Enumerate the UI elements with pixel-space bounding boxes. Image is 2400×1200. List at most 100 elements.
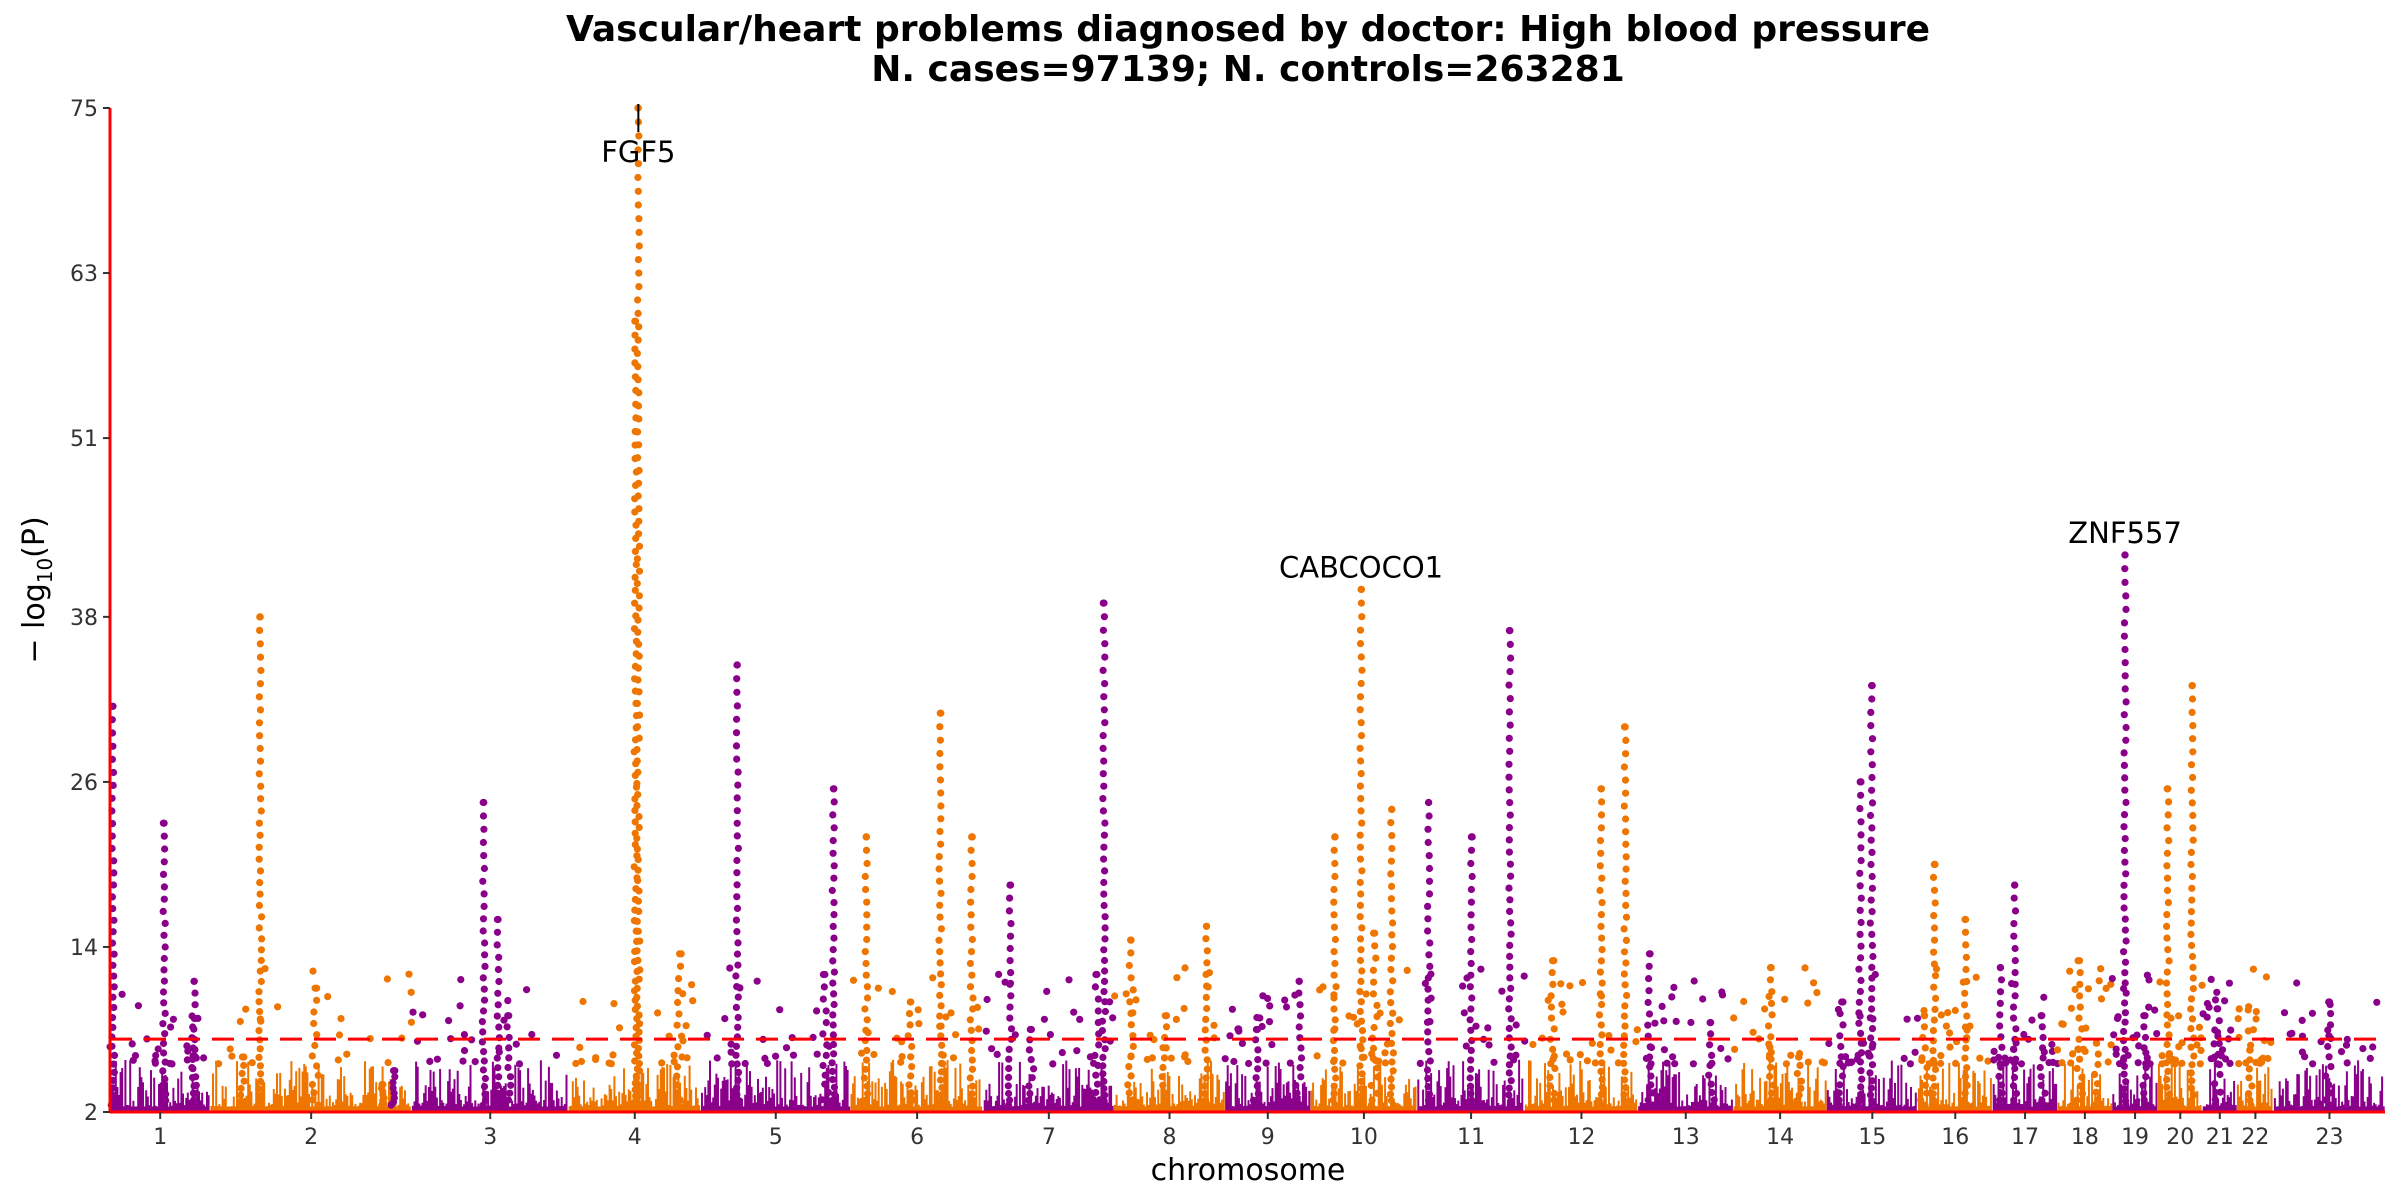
peak-snp-point (1644, 1096, 1652, 1104)
peak-snp-point (1596, 990, 1604, 998)
peak-snp-point (937, 815, 945, 823)
lead-snp-point (2038, 1012, 2046, 1020)
peak-snp-point (822, 1019, 830, 1027)
peak-snp-point (1095, 1041, 1103, 1049)
chart-subtitle: N. cases=97139; N. controls=263281 (871, 49, 1625, 90)
peak-snp-point (1424, 996, 1432, 1004)
peak-snp-point (673, 1021, 681, 1029)
lead-snp-point (1093, 970, 1101, 979)
peak-snp-point (1708, 1051, 1716, 1059)
peak-snp-point (2141, 1033, 2150, 1042)
snp-point (2210, 1040, 2218, 1048)
peak-snp-point (1767, 1033, 1775, 1041)
peak-snp-point (936, 913, 944, 921)
peak-snp-point (481, 1096, 490, 1104)
peak-snp-point (631, 573, 639, 582)
peak-snp-point (494, 1096, 502, 1104)
peak-snp-point (1867, 836, 1875, 844)
peak-snp-point (1930, 1082, 1939, 1090)
peak-snp-point (1099, 744, 1107, 753)
snp-point (688, 981, 696, 989)
x-axis-ticks: 1 2 3 4 5 6 7 8 9 10 11 12 13 14 15 16 17 18 19 20 21 22 23 (153, 1112, 2343, 1150)
peak-snp-point (1424, 825, 1432, 833)
snp-point (1262, 1059, 1270, 1067)
peak-snp-point (191, 989, 199, 997)
snp-point (383, 975, 391, 983)
peak-snp-point (2216, 1088, 2224, 1096)
snp-point (2225, 979, 2233, 987)
peak-snp-point (1866, 1052, 1874, 1060)
peak-snp-point (1468, 935, 1476, 944)
peak-snp-point (2163, 922, 2171, 931)
peak-snp-point (937, 1022, 945, 1030)
peak-snp-point (1856, 882, 1864, 890)
snp-point (1512, 1051, 1520, 1059)
peak-snp-point (733, 869, 741, 877)
peak-snp-point (1006, 894, 1014, 902)
peak-snp-point (1099, 807, 1107, 815)
snp-point (713, 1054, 721, 1062)
snp-point (2227, 1026, 2235, 1034)
peak-snp-point (631, 1057, 639, 1065)
peak-snp-point (634, 309, 642, 317)
peak-snp-point (1923, 1063, 1931, 1072)
peak-snp-point (1425, 1090, 1434, 1098)
lead-snp-point (391, 1067, 399, 1075)
peak-snp-point (2122, 698, 2130, 706)
peak-snp-point (2122, 605, 2130, 614)
peak-snp-point (2121, 979, 2129, 987)
snp-point (1559, 1008, 1567, 1016)
peak-snp-point (1007, 1025, 1016, 1033)
peak-snp-point (1506, 747, 1514, 755)
peak-snp-point (906, 1101, 914, 1109)
snp-point (993, 1050, 1001, 1058)
peak-snp-point (1425, 951, 1433, 959)
peak-snp-point (2325, 1081, 2333, 1089)
peak-snp-point (2165, 1050, 2173, 1058)
peak-snp-point (2122, 870, 2130, 878)
snp-point (169, 1015, 177, 1023)
peak-snp-point (1598, 946, 1606, 954)
peak-snp-point (2187, 761, 2196, 769)
peak-snp-point (1202, 1074, 1210, 1082)
peak-snp-point (1099, 732, 1107, 740)
lead-snp-point (936, 709, 944, 717)
peak-snp-point (494, 1081, 502, 1089)
lead-snp-point (821, 970, 829, 979)
peak-snp-point (308, 1080, 316, 1089)
peak-snp-point (1297, 1044, 1305, 1052)
peak-snp-point (1369, 1044, 1378, 1052)
snp-point (405, 970, 413, 978)
peak-snp-point (966, 983, 975, 991)
peak-snp-point (2090, 1101, 2098, 1109)
peak-snp-point (632, 1092, 640, 1100)
y-tick-label: 51 (70, 427, 98, 452)
peak-snp-point (1648, 1101, 1656, 1109)
snp-point (2153, 1030, 2161, 1038)
peak-snp-point (1100, 1097, 1108, 1105)
peak-snp-point (389, 1078, 397, 1087)
peak-snp-point (1507, 1043, 1515, 1051)
snp-point (949, 1054, 958, 1062)
peak-snp-point (1468, 994, 1476, 1002)
peak-snp-point (160, 832, 168, 840)
peak-snp-point (1963, 977, 1971, 986)
peak-snp-point (1506, 640, 1514, 649)
peak-snp-point (1467, 911, 1475, 919)
snp-point (2226, 1059, 2234, 1067)
peak-snp-point (631, 841, 639, 849)
peak-snp-point (2211, 1101, 2219, 1109)
peak-snp-point (1099, 666, 1107, 675)
peak-snp-point (1091, 983, 1099, 991)
snp-point (1484, 1024, 1492, 1032)
lead-snp-point (1920, 1012, 1928, 1020)
snp-point (2213, 988, 2221, 996)
peak-snp-point (2190, 1091, 2198, 1099)
peak-snp-point (968, 971, 976, 979)
lead-snp-point (829, 785, 838, 793)
peak-snp-point (1357, 1045, 1365, 1053)
peak-snp-point (2011, 969, 2019, 977)
peak-snp-point (2325, 1053, 2333, 1061)
peak-snp-point (1929, 1090, 1937, 1098)
peak-snp-point (1505, 1005, 1513, 1013)
